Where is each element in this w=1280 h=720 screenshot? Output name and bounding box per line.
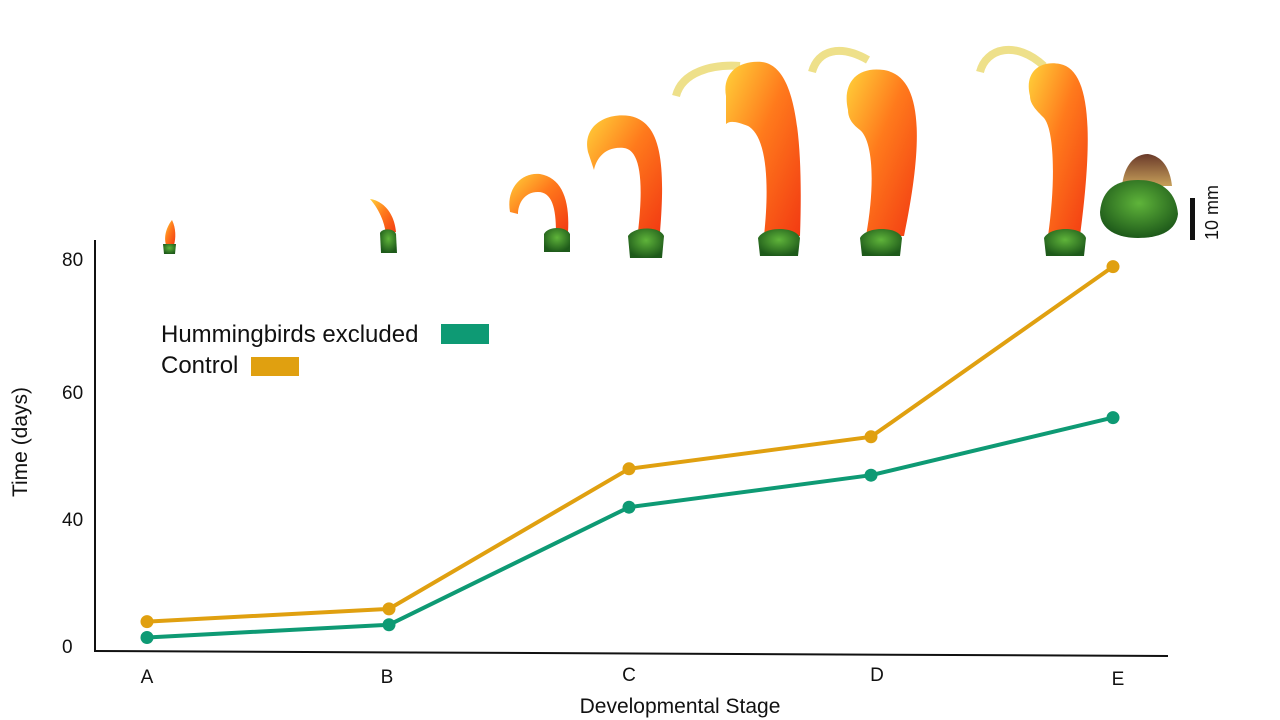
y-tick-label: 80 <box>62 250 83 271</box>
legend-label-control: Control <box>161 352 238 379</box>
flower-curved-image <box>587 115 664 258</box>
flower-illustrations <box>163 45 1178 258</box>
series-line-hummingbirds-excluded <box>146 415 1114 640</box>
y-tick-label: 0 <box>62 637 73 658</box>
y-tick-label: 60 <box>62 383 83 404</box>
flower-open-image-2 <box>808 47 917 256</box>
data-point-hummingbirds-excluded-a <box>140 630 154 644</box>
flower-young-image <box>509 173 570 252</box>
data-point-hummingbirds-excluded-e <box>1106 411 1120 425</box>
x-tick-label: E <box>1112 669 1125 690</box>
y-tick-label: 40 <box>62 510 83 531</box>
y-tick-labels: 0 40 60 80 <box>62 250 83 658</box>
legend-label-hummingbirds-excluded: Hummingbirds excluded <box>161 321 418 348</box>
x-axis-title: Developmental Stage <box>580 695 781 718</box>
data-point-hummingbirds-excluded-d <box>864 468 878 482</box>
data-point-control-e <box>1106 260 1120 274</box>
x-axis-line <box>93 650 1169 657</box>
data-point-hummingbirds-excluded-b <box>382 618 396 632</box>
legend-swatch-control <box>251 357 299 376</box>
x-tick-label: A <box>141 667 154 688</box>
x-tick-label: D <box>870 665 884 686</box>
x-tick-label: C <box>622 665 636 686</box>
flower-bud-b-image <box>370 199 397 253</box>
data-point-hummingbirds-excluded-c <box>622 500 636 514</box>
legend-swatch-hummingbirds-excluded <box>441 324 489 344</box>
x-tick-labels: A B C D E <box>141 665 1125 690</box>
flower-bud-a-image <box>163 220 176 254</box>
data-point-control-d <box>864 430 878 444</box>
data-point-control-c <box>622 462 636 476</box>
flower-mature-image <box>976 45 1088 256</box>
data-point-control-b <box>382 602 396 616</box>
fruit-image <box>1100 154 1178 238</box>
x-tick-label: B <box>381 667 394 688</box>
plot-area <box>140 260 1120 644</box>
y-axis-title: Time (days) <box>9 387 32 497</box>
data-point-control-a <box>140 615 154 629</box>
scale-bar-line <box>1190 198 1195 240</box>
flower-open-image-1 <box>672 61 801 256</box>
scale-bar-label: 10 mm <box>1202 185 1222 240</box>
legend: Hummingbirds excluded Control <box>161 321 489 379</box>
scale-bar: 10 mm <box>1190 185 1222 240</box>
series-line-control <box>146 264 1115 624</box>
